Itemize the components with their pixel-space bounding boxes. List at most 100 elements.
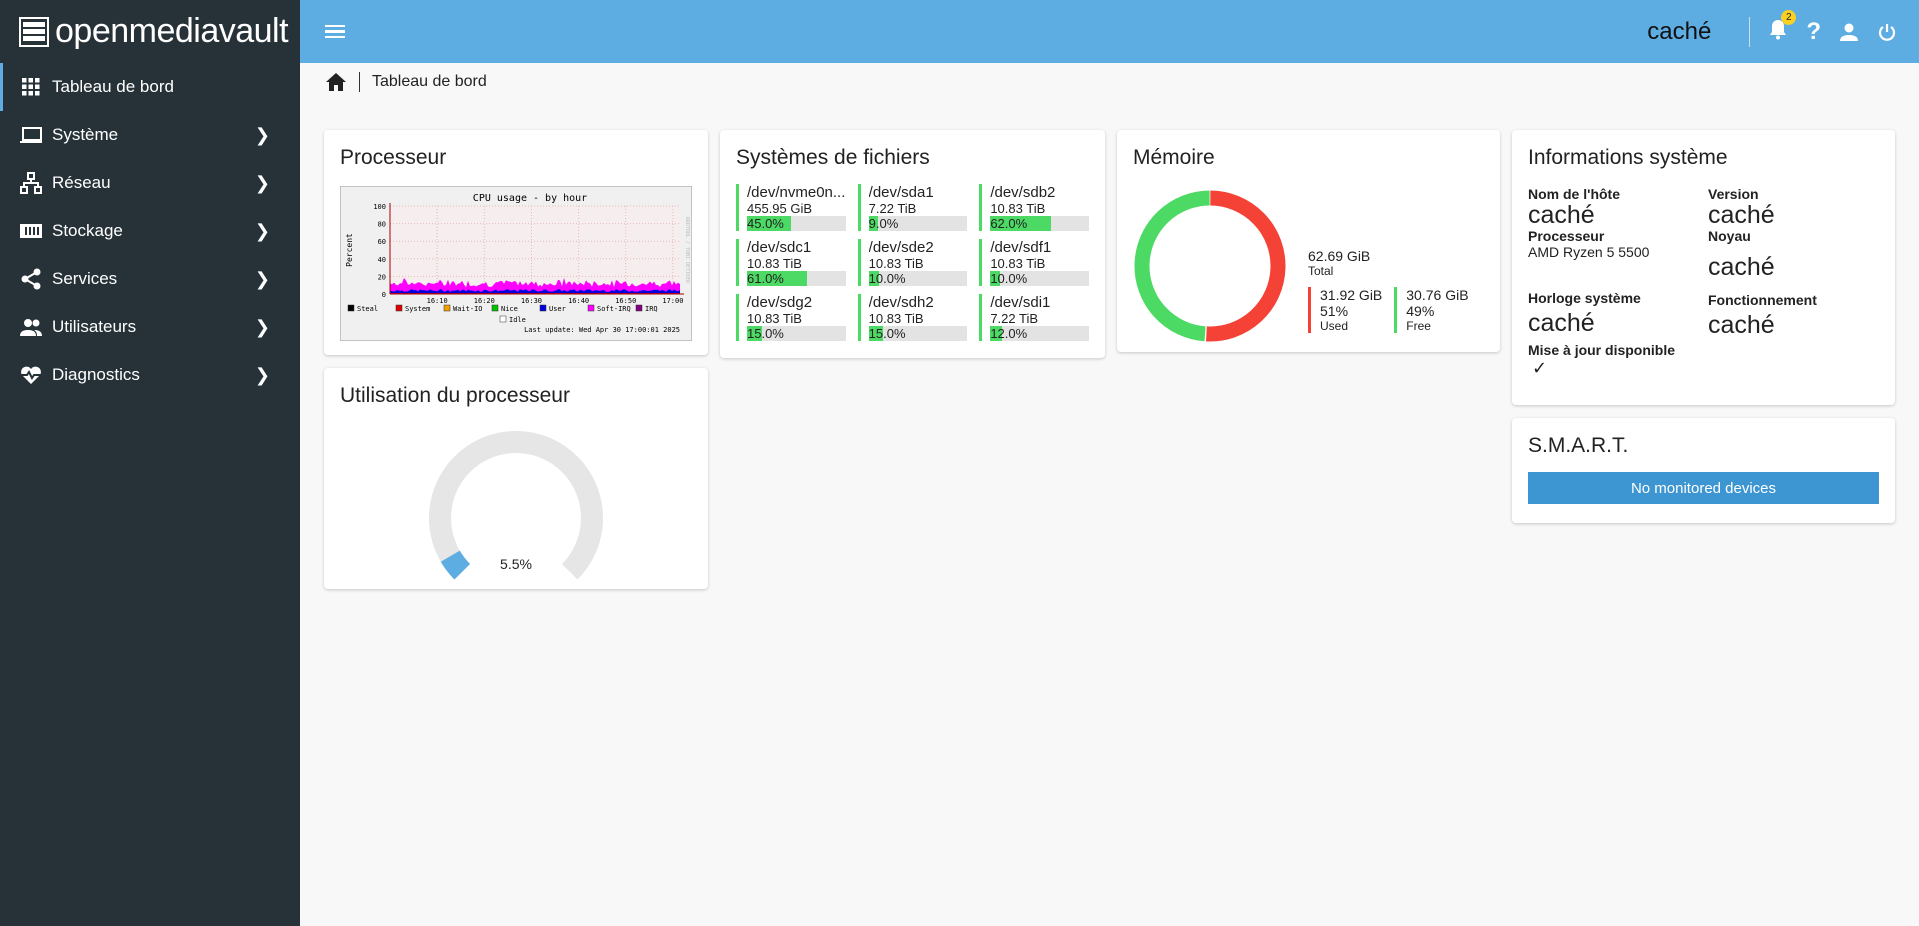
sidebar-item-diagnostics[interactable]: Diagnostics ❯	[0, 351, 300, 399]
hostname-label: Nom de l'hôte	[1528, 186, 1620, 202]
smart-card: S.M.A.R.T. No monitored devices	[1512, 418, 1895, 523]
card-title: Informations système	[1528, 146, 1728, 169]
legend-swatch	[491, 304, 499, 312]
share-icon	[20, 268, 42, 290]
menu-toggle-icon[interactable]	[325, 22, 345, 42]
sidebar-item-utilisateurs[interactable]: Utilisateurs ❯	[0, 303, 300, 351]
memory-total: 62.69 GiB	[1308, 248, 1371, 264]
legend-label: Soft-IRQ	[597, 305, 631, 313]
help-icon[interactable]: ?	[1806, 17, 1821, 45]
usage-bar: 9.0%	[868, 216, 968, 231]
y-tick-label: 60	[378, 238, 386, 246]
usage-percent: 62.0%	[990, 216, 1028, 231]
app-name: openmediavault	[55, 12, 289, 50]
series-user	[390, 289, 680, 294]
legend-label: System	[405, 305, 430, 313]
hostname: caché	[1647, 17, 1712, 45]
usage-percent: 10.0%	[990, 271, 1028, 286]
memory-used-percent: 51%	[1320, 303, 1349, 319]
gauge-value	[440, 550, 471, 580]
card-title: Utilisation du processeur	[340, 384, 570, 407]
smart-status-banner: No monitored devices	[1528, 472, 1879, 504]
card-title: Processeur	[340, 146, 447, 169]
y-tick-label: 20	[378, 273, 386, 281]
chart-footer: Last update: Wed Apr 30 17:00:01 2025	[524, 326, 680, 334]
uptime-value: caché	[1708, 311, 1775, 339]
filesystem-item: /dev/sdi1 7.22 TiB 12.0%	[979, 294, 1089, 341]
sidebar-item-services[interactable]: Services ❯	[0, 255, 300, 303]
logo[interactable]: openmediavault	[0, 0, 300, 63]
y-tick-label: 0	[382, 291, 386, 299]
legend-label: Nice	[501, 305, 518, 313]
usage-bar-fill	[747, 216, 792, 231]
legend-label: Idle	[509, 316, 526, 324]
memory-free-value: 30.76 GiB	[1406, 287, 1469, 303]
usage-bar: 45.0%	[747, 216, 846, 231]
chevron-right-icon: ❯	[254, 172, 270, 193]
uptime-label: Fonctionnement	[1708, 292, 1817, 308]
notification-count: 2	[1781, 10, 1797, 25]
sidebar-item-label: Diagnostics	[52, 365, 140, 384]
filesystem-size: 10.83 TiB	[747, 256, 802, 271]
memory-total-label: Total	[1308, 264, 1334, 278]
gauge-track	[429, 431, 603, 580]
laptop-icon	[20, 124, 42, 146]
legend-label: IRQ	[645, 305, 658, 313]
card-title: Mémoire	[1133, 146, 1215, 169]
sidebar-item-label: Système	[52, 125, 119, 144]
clock-label: Horloge système	[1528, 290, 1641, 306]
sidebar-item-label: Stockage	[52, 221, 123, 240]
sidebar-item-reseau[interactable]: Réseau ❯	[0, 159, 300, 207]
power-icon[interactable]	[1877, 22, 1897, 42]
legend-label: User	[549, 305, 566, 313]
processor-card: Processeur CPU usage - by hour Percent RRD…	[324, 130, 708, 355]
grid-icon	[20, 76, 42, 98]
legend-label: Wait-IO	[453, 305, 483, 313]
sidebar-item-tableaudebord[interactable]: Tableau de bord	[0, 63, 300, 111]
usage-bar: 15.0%	[747, 326, 846, 341]
usage-percent: 45.0%	[747, 216, 784, 231]
legend-swatch	[539, 304, 547, 312]
sidebar-item-stockage[interactable]: Stockage ❯	[0, 207, 300, 255]
filesystem-size: 10.83 TiB	[868, 256, 924, 271]
filesystem-size: 7.22 TiB	[990, 311, 1039, 326]
user-icon[interactable]	[1839, 22, 1859, 42]
top-bar: caché 2 ?	[300, 0, 1919, 63]
notifications-bell-icon[interactable]: 2	[1768, 10, 1797, 45]
chevron-right-icon: ❯	[254, 268, 270, 289]
users-icon	[20, 316, 42, 338]
x-tick-label: 17:00	[662, 297, 683, 305]
x-tick-label: 16:40	[568, 297, 589, 305]
y-tick-label: 40	[378, 256, 386, 264]
filesystem-name: /dev/sde2	[868, 239, 934, 256]
memory-free-label: Free	[1406, 319, 1431, 333]
filesystem-item: /dev/sdf1 10.83 TiB 10.0%	[979, 239, 1089, 286]
filesystem-item: /dev/sda1 7.22 TiB 9.0%	[857, 184, 968, 231]
usage-percent: 15.0%	[747, 326, 784, 341]
filesystem-size: 10.83 TiB	[747, 311, 802, 326]
memory-donut-chart	[1134, 190, 1286, 342]
kernel-label: Noyau	[1708, 228, 1751, 244]
filesystem-name: /dev/sda1	[868, 184, 934, 201]
legend-swatch	[587, 304, 595, 312]
usage-bar-fill	[990, 326, 1003, 341]
chevron-right-icon: ❯	[254, 364, 270, 385]
filesystem-name: /dev/sdc1	[747, 239, 812, 256]
x-tick-label: 16:50	[615, 297, 636, 305]
y-tick-label: 100	[373, 203, 386, 211]
usage-bar-fill	[868, 216, 878, 231]
sidebar-item-label: Utilisateurs	[52, 317, 137, 336]
home-icon[interactable]	[325, 72, 347, 92]
filesystem-name: /dev/nvme0n...	[747, 184, 846, 201]
plot-area	[390, 206, 680, 294]
server-icon	[19, 16, 49, 47]
filesystem-item: /dev/sdc1 10.83 TiB 61.0%	[736, 239, 846, 286]
cpu-usage-chart: CPU usage - by hour Percent RRDTOOL / TOBI…	[340, 186, 692, 341]
network-icon	[20, 172, 42, 194]
filesystem-size: 10.83 TiB	[990, 256, 1046, 271]
sidebar-item-label: Réseau	[52, 173, 111, 192]
cpu-usage-value: 5.5%	[500, 556, 532, 572]
usage-bar-fill	[747, 326, 762, 341]
usage-bar: 15.0%	[868, 326, 968, 341]
sidebar-item-systeme[interactable]: Système ❯	[0, 111, 300, 159]
